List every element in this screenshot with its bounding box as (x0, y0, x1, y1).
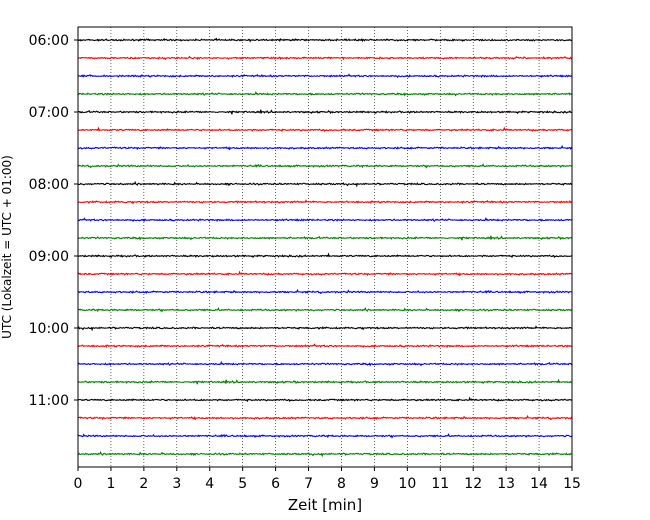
y-tick-label: 06:00 (29, 33, 69, 49)
x-gridlines (110, 27, 540, 467)
trace-line (77, 414, 573, 421)
y-tick-label: 10:00 (29, 321, 69, 337)
x-tick-label: 14 (530, 476, 548, 492)
trace-line (77, 450, 573, 458)
trace-line (77, 90, 573, 97)
x-tick-label: 4 (205, 476, 214, 492)
x-axis-label: Zeit [min] (288, 496, 362, 514)
seismic-traces (77, 37, 573, 458)
x-tick-label: 2 (139, 476, 148, 492)
y-tick-label: 07:00 (29, 105, 69, 121)
x-tick-label: 7 (304, 476, 313, 492)
y-axis: 06:00 07:00 08:00 09:00 10:00 11:00 (29, 33, 78, 409)
trace-line (77, 252, 573, 259)
x-tick-label: 8 (337, 476, 346, 492)
x-tick-label: 12 (464, 476, 482, 492)
trace-line (77, 288, 573, 295)
x-tick-label: 6 (271, 476, 280, 492)
trace-line (77, 378, 573, 385)
x-tick-label: 11 (431, 476, 449, 492)
x-tick-label: 10 (398, 476, 416, 492)
trace-line (77, 360, 573, 367)
trace-line (78, 109, 573, 115)
trace-line (77, 37, 573, 43)
trace-line (77, 306, 573, 313)
trace-line (77, 163, 573, 169)
y-tick-label: 11:00 (29, 393, 69, 409)
trace-line (77, 55, 573, 61)
trace-line (77, 235, 573, 241)
x-tick-label: 1 (106, 476, 115, 492)
trace-line (77, 199, 573, 205)
x-tick-label: 0 (74, 476, 83, 492)
trace-line (77, 270, 572, 277)
y-tick-label: 09:00 (29, 249, 69, 265)
y-tick-label: 08:00 (29, 177, 69, 193)
x-tick-label: 3 (172, 476, 181, 492)
x-tick-label: 13 (497, 476, 515, 492)
y-axis-label: UTC (Lokalzeit = UTC + 01:00) (0, 155, 14, 339)
trace-line (77, 73, 573, 79)
trace-line (77, 396, 573, 403)
trace-line (77, 126, 573, 133)
trace-line (77, 343, 573, 349)
plot-frame (77, 26, 573, 468)
trace-line (77, 216, 573, 223)
trace-line (77, 325, 573, 332)
x-tick-label: 15 (563, 476, 581, 492)
trace-line (77, 433, 573, 439)
trace-line (77, 180, 573, 188)
x-axis: 0 1 2 3 4 5 6 7 8 9 10 11 12 13 14 15 (74, 467, 581, 492)
trace-line (77, 144, 573, 151)
x-tick-label: 5 (238, 476, 247, 492)
x-tick-label: 9 (370, 476, 379, 492)
